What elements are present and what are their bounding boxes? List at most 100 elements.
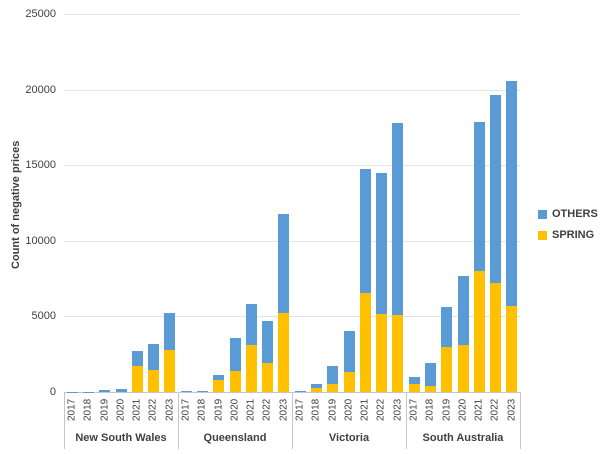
x-axis-year-label: 2021 [245, 398, 257, 422]
x-axis-year-label: 2023 [278, 398, 290, 422]
x-axis-year-label: 2017 [180, 398, 192, 422]
bar-segment-others [99, 390, 111, 392]
x-axis-year-label: 2020 [229, 398, 241, 422]
x-axis-year-label: 2020 [343, 398, 355, 422]
x-axis-year-label: 2018 [82, 398, 94, 422]
x-axis-year-label: 2022 [490, 398, 502, 422]
bar-segment-others [196, 390, 208, 392]
x-axis-year-label: 2020 [115, 398, 127, 422]
bar-segment-others [294, 390, 306, 392]
y-tick-label: 10000 [25, 234, 56, 247]
x-axis-year-label: 2019 [99, 398, 111, 422]
bar-segment-others [506, 80, 518, 306]
bar-segment-others [245, 303, 257, 346]
x-axis-group-label: South Australia [422, 432, 504, 444]
bar-segment-others [180, 391, 192, 392]
bar-segment-spring [229, 370, 241, 392]
bar-segment-others [131, 350, 143, 367]
bar-segment-spring [424, 385, 436, 392]
y-tick-label: 0 [49, 386, 56, 398]
category-separator-line [520, 392, 521, 449]
x-axis-year-label: 2017 [294, 398, 306, 422]
x-axis-year-label: 2021 [359, 398, 371, 422]
legend-swatch-others-icon [538, 209, 547, 219]
x-axis-group-label: Queensland [203, 432, 267, 444]
x-axis-year-label: 2019 [327, 398, 339, 422]
gridline [64, 165, 520, 167]
gridline [64, 316, 520, 318]
legend-item-spring: SPRING [538, 229, 598, 241]
x-axis-year-label: 2019 [213, 398, 225, 422]
bar-segment-others [441, 306, 453, 347]
bar-segment-others [164, 312, 176, 350]
x-axis-year-label: 2020 [457, 398, 469, 422]
bar-segment-others [392, 122, 404, 315]
y-tick-label: 20000 [25, 83, 56, 96]
x-axis-year-label: 2018 [424, 398, 436, 422]
bar-segment-spring [262, 363, 274, 392]
bar-segment-spring [392, 314, 404, 392]
legend-label-spring: SPRING [552, 229, 595, 241]
category-separator-line [406, 392, 407, 449]
legend-swatch-spring-icon [538, 230, 547, 240]
bar-segment-spring [408, 384, 420, 392]
bar-segment-spring [473, 271, 485, 392]
x-axis-year-label: 2018 [310, 398, 322, 422]
bar-segment-others [115, 388, 127, 392]
bar-segment-spring [278, 313, 290, 392]
bar-segment-others [262, 320, 274, 364]
bar-segment-spring [506, 305, 518, 392]
bar-segment-others [424, 362, 436, 386]
bar-segment-spring [164, 349, 176, 392]
bar-segment-spring [131, 366, 143, 392]
bar-segment-spring [376, 314, 388, 392]
bar-segment-spring [213, 379, 225, 392]
legend-label-others: OTHERS [552, 208, 598, 220]
bar-segment-spring [148, 370, 160, 392]
bar-segment-others [490, 94, 502, 284]
x-axis-year-label: 2023 [164, 398, 176, 422]
bar-segment-spring [441, 346, 453, 392]
bar-segment-others [359, 168, 371, 293]
x-axis-group-label: Victoria [328, 432, 370, 444]
bar-segment-others [327, 366, 339, 384]
x-axis-year-label: 2018 [196, 398, 208, 422]
gridline [64, 240, 520, 242]
bar-segment-others [148, 343, 160, 371]
x-axis-year-label: 2023 [506, 398, 518, 422]
y-tick-label: 5000 [31, 310, 56, 323]
x-axis-year-label: 2019 [441, 398, 453, 422]
bar-segment-spring [310, 388, 322, 392]
x-axis-year-label: 2023 [392, 398, 404, 422]
bar-segment-spring [490, 283, 502, 392]
x-axis-year-label: 2021 [473, 398, 485, 422]
bar-segment-others [310, 384, 322, 389]
bar-segment-others [213, 374, 225, 380]
y-tick-label: 15000 [25, 159, 56, 172]
bar-segment-others [457, 275, 469, 346]
legend-item-others: OTHERS [538, 208, 598, 220]
category-separator-line [292, 392, 293, 449]
bar-segment-spring [359, 292, 371, 392]
bar-segment-others [376, 172, 388, 315]
gridline [64, 14, 520, 15]
bar-segment-spring [343, 372, 355, 392]
x-axis-year-label: 2017 [408, 398, 420, 422]
x-axis-year-label: 2022 [262, 398, 274, 422]
bar-segment-others [408, 377, 420, 385]
bar-segment-spring [327, 384, 339, 392]
bar-segment-others [229, 337, 241, 371]
bar-segment-others [343, 330, 355, 373]
x-axis-year-label: 2022 [148, 398, 160, 422]
bar-segment-others [473, 121, 485, 272]
x-axis-year-label: 2022 [376, 398, 388, 422]
y-tick-label: 25000 [25, 8, 56, 20]
y-axis-title: Count of negative prices [10, 140, 22, 270]
x-axis-group-label: New South Wales [75, 432, 167, 444]
bar-segment-spring [245, 345, 257, 392]
legend: OTHERS SPRING [538, 208, 598, 241]
gridline [64, 89, 520, 91]
category-separator-line [178, 392, 179, 449]
bar-segment-spring [457, 345, 469, 392]
